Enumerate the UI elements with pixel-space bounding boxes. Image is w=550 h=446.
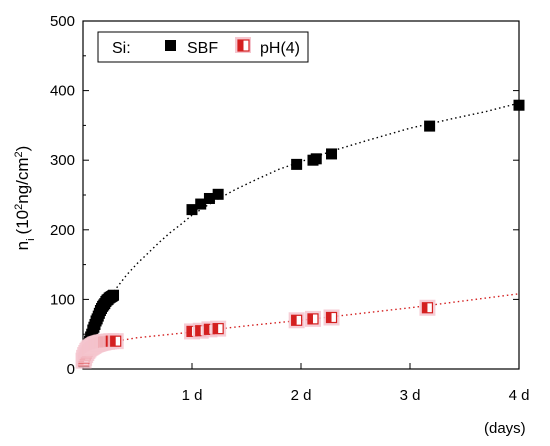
data-point-sbf — [424, 120, 436, 132]
y-title-sup1: 2 — [13, 204, 25, 210]
data-point-sbf — [195, 198, 207, 210]
y-title-sup2: 2 — [13, 151, 25, 157]
y-tick-label: 0 — [67, 361, 75, 378]
y-axis: 0 100 200 300 400 500 — [50, 13, 519, 378]
data-point-sbf — [326, 148, 338, 160]
legend-ph4-marker — [235, 37, 251, 53]
y-tick-label: 200 — [50, 222, 75, 239]
point-half-fill — [291, 315, 297, 326]
point-half-fill — [422, 302, 428, 313]
data-point-sbf — [310, 153, 322, 165]
point-half-fill — [326, 312, 332, 323]
x-axis: 1 d 2 d 3 d 4 d — [182, 363, 530, 404]
data-point-sbf — [203, 192, 215, 204]
data-point-ph4 — [107, 333, 124, 350]
data-point-ph4 — [210, 320, 227, 337]
fit-line-ph4 — [82, 293, 520, 349]
legend-box — [97, 31, 309, 63]
y-title-main: n — [13, 241, 32, 250]
y-tick-label: 100 — [50, 291, 75, 308]
x-tick-label: 2 d — [291, 387, 312, 404]
y-title-open: (10 — [13, 210, 32, 235]
x-tick-label: 3 d — [400, 387, 421, 404]
legend-sbf-label: SBF — [187, 40, 218, 57]
point-half-fill — [110, 336, 116, 347]
data-point-ph4 — [304, 310, 321, 327]
y-tick-label: 500 — [50, 13, 75, 30]
data-point-sbf — [513, 99, 525, 111]
data-point-sbf — [108, 289, 120, 301]
point-half-fill — [187, 326, 192, 337]
legend-ph4-label: pH(4) — [260, 40, 300, 57]
y-tick-label: 400 — [50, 83, 75, 100]
point-half-fill — [195, 325, 201, 336]
y-axis-title: ni(102ng/cm2) — [13, 146, 37, 251]
point-half-fill — [307, 313, 313, 324]
x-unit-label: (days) — [484, 420, 526, 437]
y-title-close: ) — [13, 146, 32, 152]
legend-sbf-marker — [165, 40, 176, 51]
legend: Si: SBF pH(4) — [97, 31, 309, 63]
point-half-fill — [213, 323, 219, 334]
legend-prefix: Si: — [112, 40, 131, 57]
data-point-sbf — [291, 158, 303, 170]
point-half-fill — [204, 324, 210, 335]
y-title-mid: ng/cm — [13, 157, 32, 203]
data-point-ph4 — [288, 312, 305, 329]
data-point-sbf — [186, 204, 198, 216]
data-point-sbf — [212, 188, 224, 200]
y-title-sub: i — [25, 238, 37, 240]
x-tick-label: 4 d — [509, 387, 530, 404]
data-point-ph4 — [323, 309, 340, 326]
x-tick-label: 1 d — [182, 387, 203, 404]
data-point-ph4 — [419, 299, 436, 316]
y-tick-label: 300 — [50, 152, 75, 169]
data-points — [75, 99, 525, 369]
